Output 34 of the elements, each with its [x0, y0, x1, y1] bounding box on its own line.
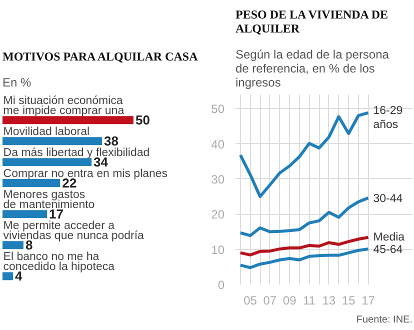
- chart-subtitle: En %: [2, 76, 32, 90]
- y-tick-label: 40: [211, 137, 225, 152]
- y-tick-label: 10: [211, 242, 225, 257]
- source-note: Fuente: INE.: [356, 314, 413, 326]
- y-tick-label: 30: [211, 172, 225, 186]
- x-tick-label: 13: [322, 294, 336, 308]
- line-series: [238, 111, 370, 198]
- line-series: [238, 196, 370, 238]
- y-tick-label: 0: [218, 278, 225, 292]
- chart-subtitle: Según la edad de la persona de referencia, en % de los ingresos: [236, 48, 390, 90]
- y-tick-label: Movilidad laboral: [3, 126, 90, 138]
- data-label: 22: [62, 176, 77, 190]
- line-series: [238, 247, 370, 270]
- data-label: 17: [49, 206, 64, 222]
- y-tick-label: Mi situación económica me impide comprar una: [3, 95, 125, 118]
- line-series: [238, 236, 370, 256]
- x-tick-label: 15: [342, 294, 356, 308]
- series-label: 45-64: [373, 244, 404, 256]
- x-tick-label: 09: [282, 294, 297, 308]
- y-tick-label: 20: [211, 208, 225, 222]
- x-tick-label: 07: [263, 294, 277, 308]
- data-label: 8: [25, 238, 33, 253]
- series-label: 16-29 años: [373, 104, 403, 132]
- chart-title: MOTIVOS PARA ALQUILAR CASA: [2, 50, 198, 64]
- x-tick-label: 11: [303, 294, 316, 308]
- data-label: 34: [94, 154, 109, 170]
- data-label: 4: [14, 268, 23, 284]
- y-tick-label: 50: [211, 102, 225, 116]
- chart-title: PESO DE LA VIVIENDA DE ALQUILER: [236, 8, 388, 36]
- x-tick-label: 17: [362, 294, 376, 308]
- series-label: 30-44: [373, 192, 404, 205]
- x-tick-label: 05: [244, 294, 258, 308]
- series-label: Media: [373, 231, 406, 244]
- data-label: 38: [104, 134, 119, 149]
